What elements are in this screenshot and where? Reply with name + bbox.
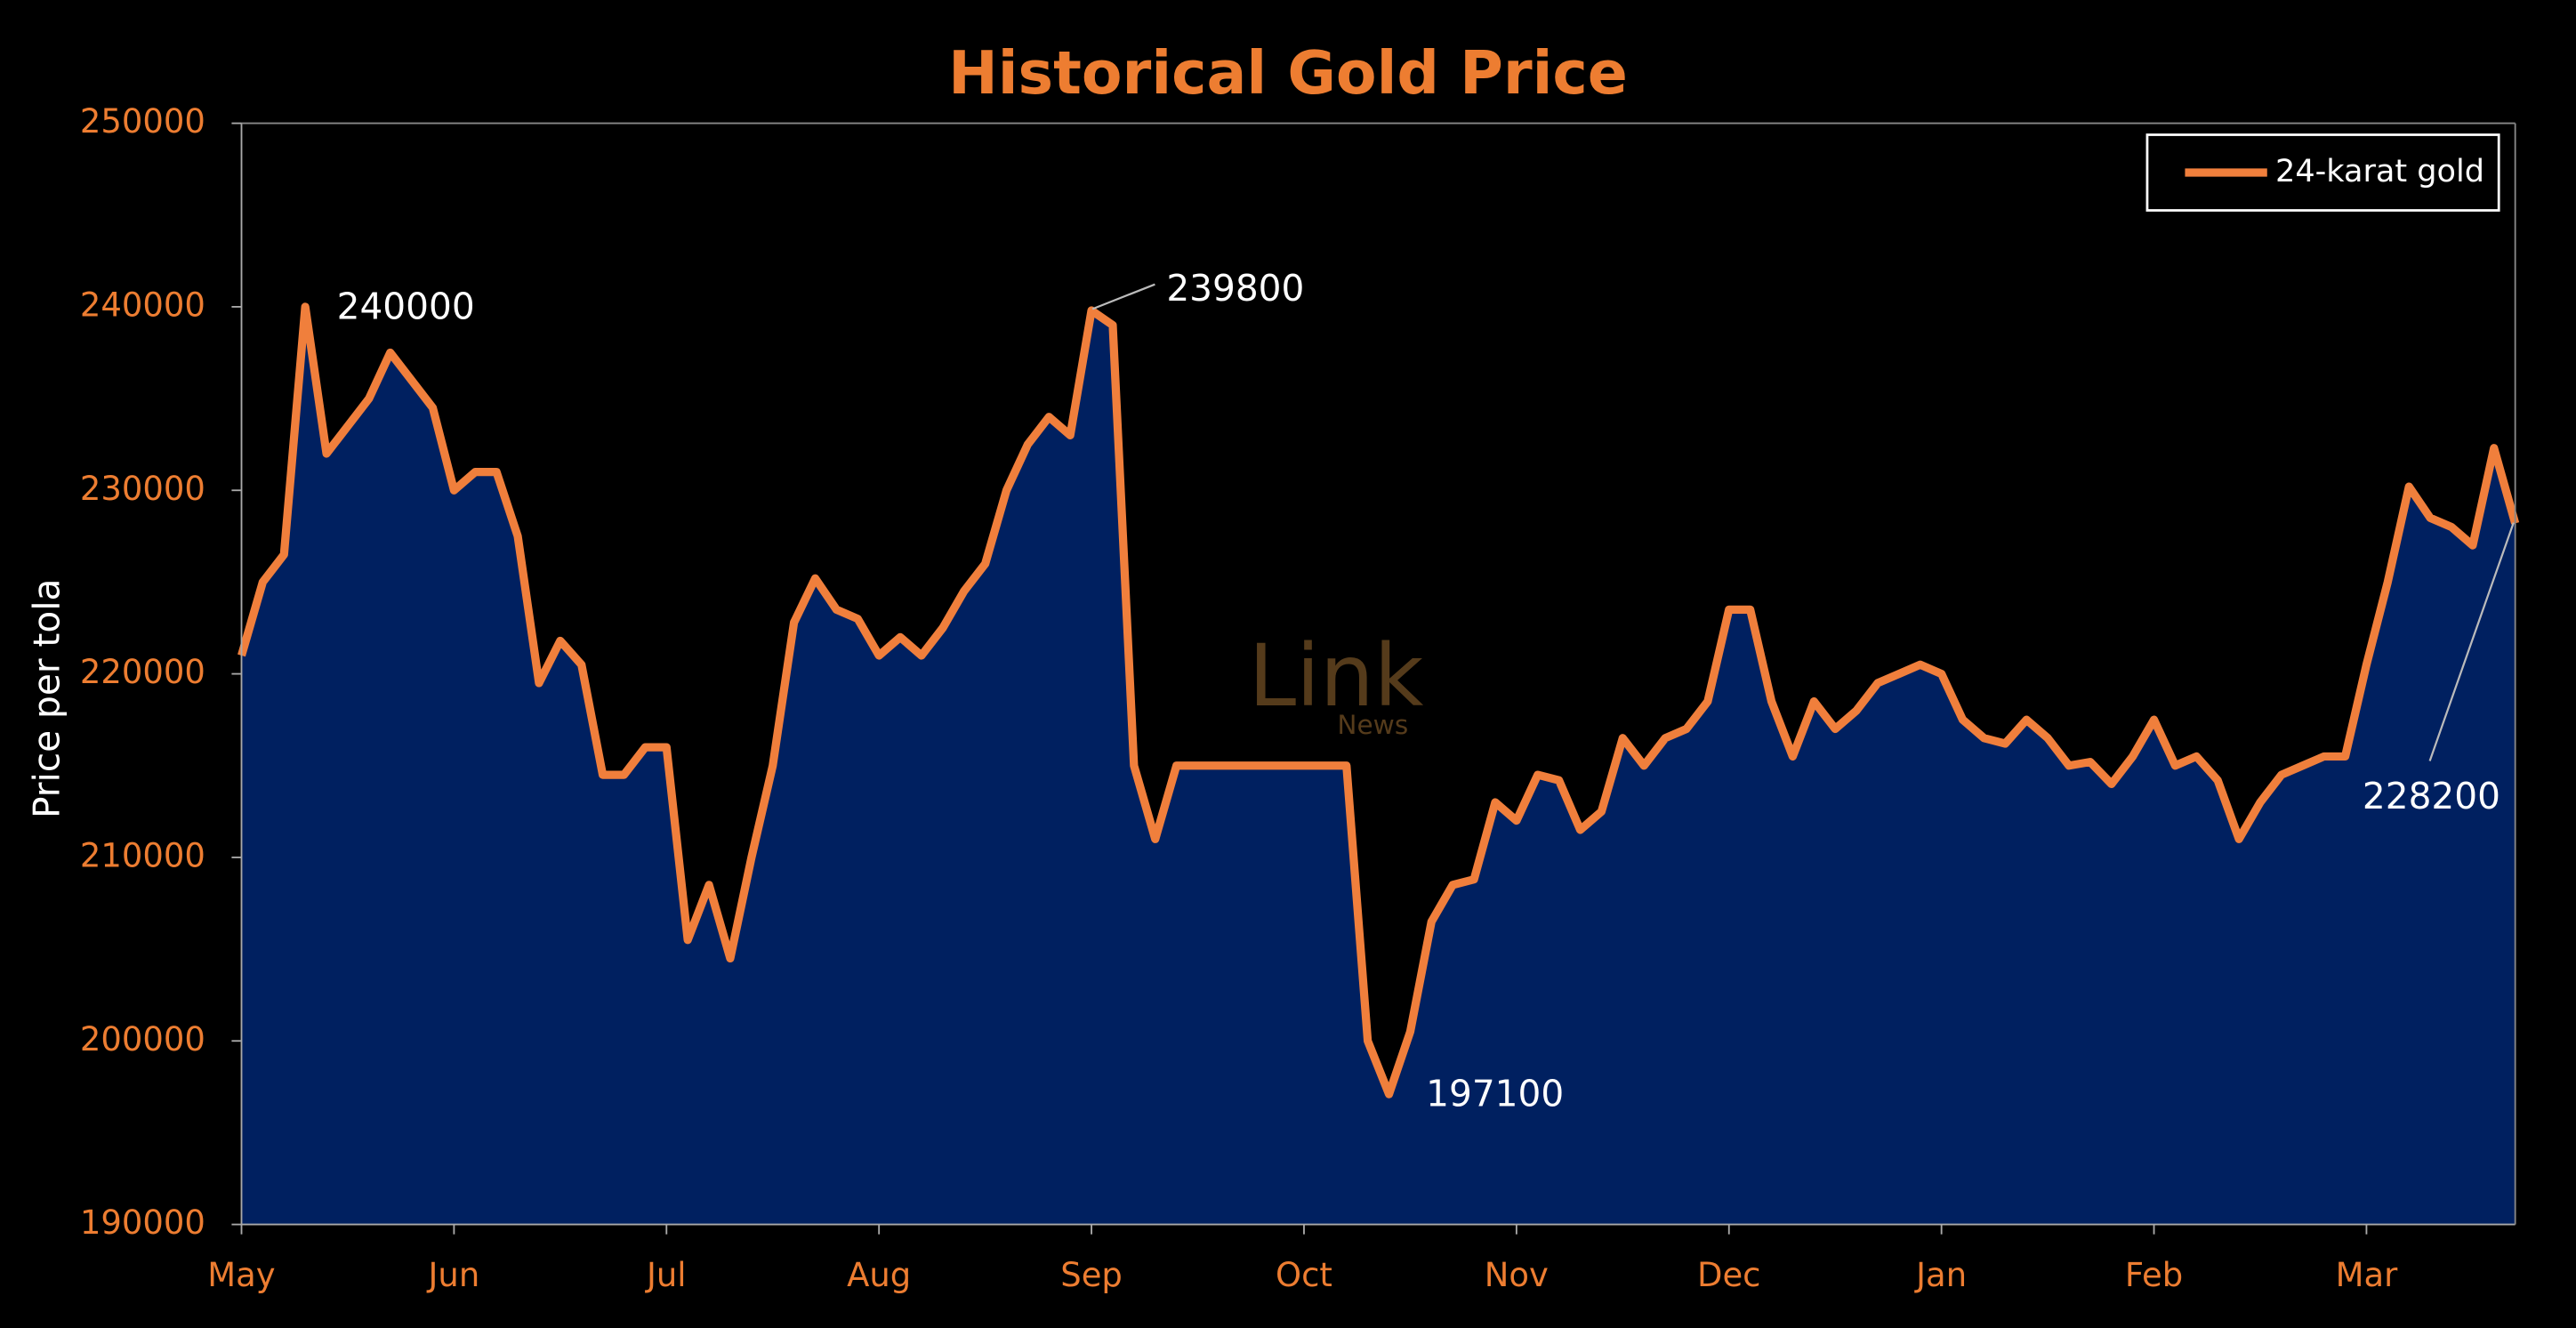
watermark: Link [1249,626,1424,726]
legend-label: 24-karat gold [2275,153,2484,189]
annotation: 240000 [337,285,475,327]
annotation-leader [2428,522,2515,761]
x-tick-label: Aug [847,1256,911,1294]
y-tick-label: 220000 [80,653,205,691]
annotation: 197100 [1426,1072,1564,1115]
y-tick-label: 240000 [80,286,205,324]
y-tick-label: 200000 [80,1020,205,1058]
annotation: 239800 [1166,267,1304,310]
x-tick-label: Jun [427,1256,480,1294]
y-tick-label: 190000 [80,1203,205,1242]
annotation-leader [1091,283,1155,310]
watermark-sub: News [1337,710,1408,740]
x-tick-label: Sep [1060,1256,1123,1294]
x-tick-label: Nov [1485,1256,1549,1294]
x-tick-label: Oct [1276,1256,1332,1294]
x-tick-label: Jan [1914,1256,1967,1294]
y-tick-label: 250000 [80,102,205,141]
y-tick-label: 210000 [80,836,205,874]
y-tick-label: 230000 [80,470,205,508]
x-tick-label: Mar [2336,1256,2398,1294]
line [237,302,2520,1099]
x-tick-label: Dec [1697,1256,1760,1294]
area [241,306,2516,1225]
x-tick-label: Feb [2125,1256,2183,1294]
annotation: 228200 [2363,775,2500,817]
chart-title: Historical Gold Price [948,38,1628,108]
x-tick-label: May [207,1256,275,1294]
x-tick-label: Jul [645,1256,687,1294]
y-axis-label: Price per tola [25,579,68,818]
